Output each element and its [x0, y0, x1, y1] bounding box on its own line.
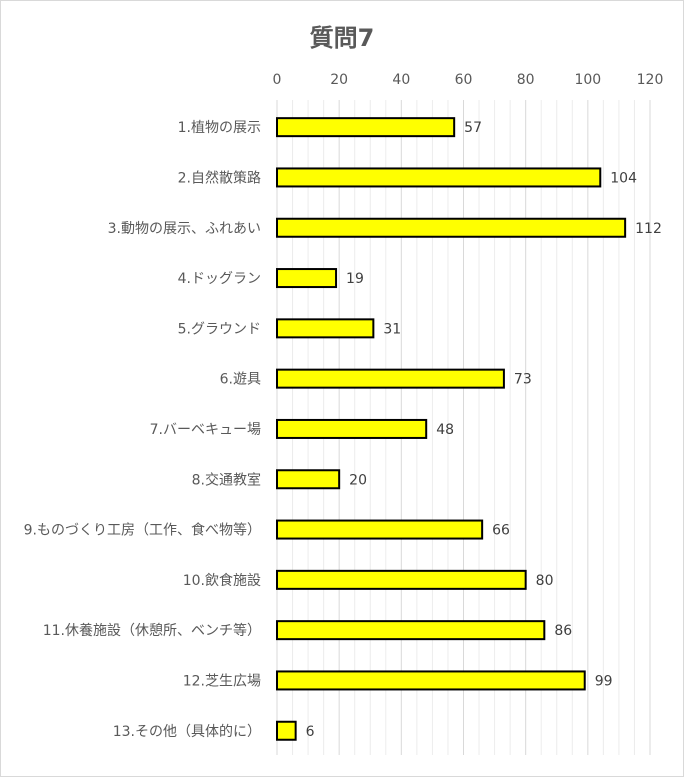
- data-labels: 57 104 112 19 31 73 48 20 66 80 86 99 6: [306, 120, 662, 740]
- x-axis-ticks: 0 20 40 60 80 100 120: [273, 72, 664, 88]
- bar: [276, 418, 428, 439]
- bar: [276, 620, 546, 641]
- x-tick-label: 100: [574, 72, 601, 88]
- bar: [276, 569, 527, 590]
- category-label: 4.ドッグラン: [178, 271, 261, 287]
- data-label: 99: [595, 673, 613, 689]
- category-label: 11.休養施設（休憩所、ベンチ等）: [43, 622, 261, 639]
- data-label: 48: [436, 422, 454, 438]
- bar: [276, 117, 456, 138]
- bar: [276, 167, 602, 188]
- x-tick-label: 20: [330, 72, 348, 88]
- category-label: 10.飲食施設: [183, 572, 261, 589]
- data-label: 73: [514, 372, 532, 388]
- bar: [276, 368, 505, 389]
- bar: [276, 217, 627, 238]
- category-label: 1.植物の展示: [178, 120, 261, 136]
- x-tick-label: 0: [273, 72, 282, 88]
- data-label: 57: [464, 120, 482, 136]
- category-label: 12.芝生広場: [183, 673, 261, 689]
- bar: [276, 268, 338, 289]
- bar: [276, 318, 375, 339]
- bar: [276, 519, 484, 540]
- data-label: 66: [492, 523, 510, 539]
- category-labels: 1.植物の展示 2.自然散策路 3.動物の展示、ふれあい 4.ドッグラン 5.グラウンド…: [24, 120, 261, 740]
- bar: [276, 670, 586, 691]
- category-label: 9.ものづくり工房（工作、食べ物等）: [24, 522, 261, 539]
- category-label: 13.その他（具体的に）: [113, 724, 261, 740]
- data-label: 20: [349, 472, 367, 488]
- data-label: 6: [306, 724, 315, 740]
- x-tick-label: 40: [392, 72, 410, 88]
- data-label: 19: [346, 271, 364, 287]
- x-tick-label: 80: [517, 72, 535, 88]
- data-label: 80: [536, 573, 554, 589]
- data-label: 112: [635, 221, 662, 237]
- bars: [276, 117, 627, 741]
- bar: [276, 720, 297, 741]
- category-label: 5.グラウンド: [178, 321, 261, 337]
- bar: [276, 469, 341, 490]
- chart-title: 質問7: [310, 24, 375, 52]
- data-label: 104: [610, 170, 637, 186]
- category-label: 7.バーベキュー場: [150, 422, 261, 438]
- x-tick-label: 120: [637, 72, 664, 88]
- category-label: 3.動物の展示、ふれあい: [108, 221, 261, 237]
- data-label: 86: [554, 623, 572, 639]
- x-tick-label: 60: [455, 72, 473, 88]
- data-label: 31: [383, 321, 401, 337]
- category-label: 2.自然散策路: [178, 169, 261, 186]
- category-label: 8.交通教室: [192, 471, 261, 488]
- category-label: 6.遊具: [220, 372, 261, 388]
